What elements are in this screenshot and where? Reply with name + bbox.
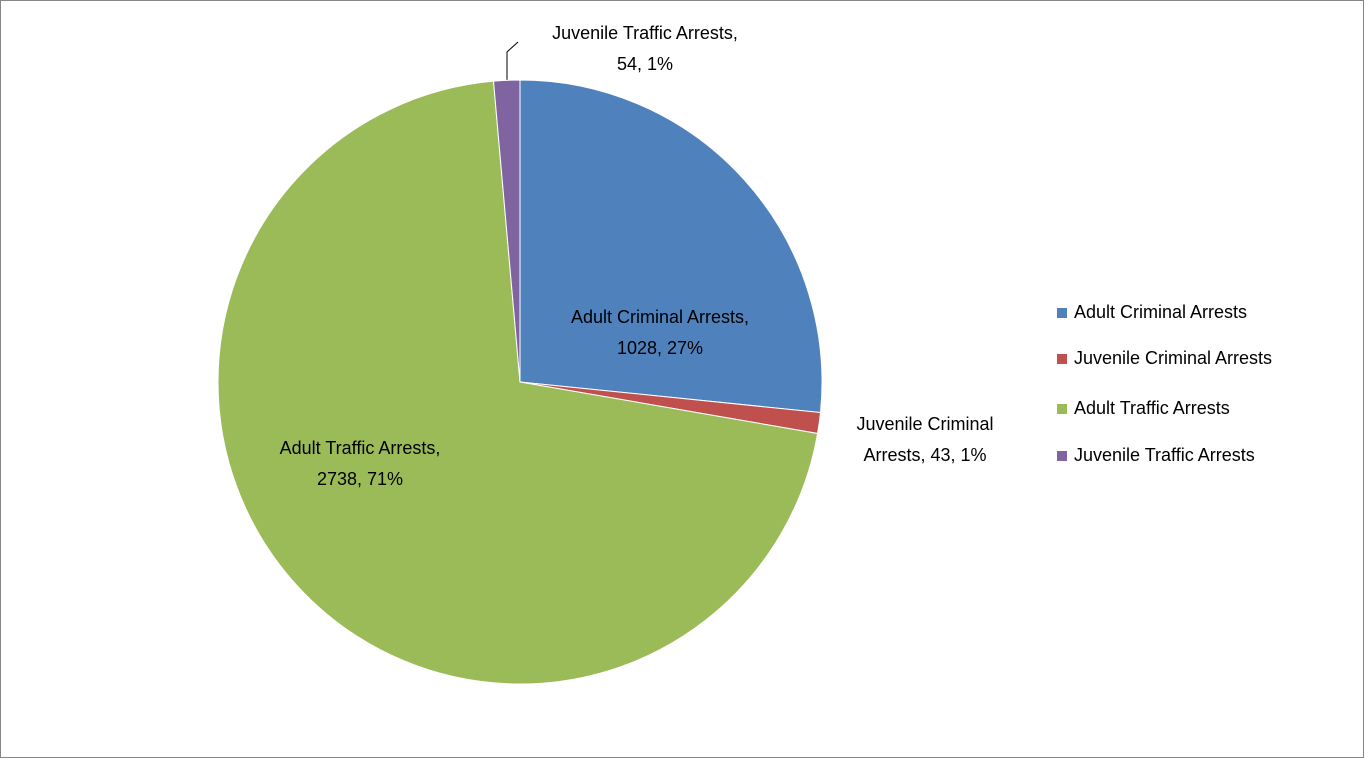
data-label: 2738, 71% <box>317 469 403 489</box>
data-label: 54, 1% <box>617 54 673 74</box>
data-label: Adult Criminal Arrests, <box>571 307 749 327</box>
legend-label: Juvenile Traffic Arrests <box>1074 445 1255 465</box>
data-label: Arrests, 43, 1% <box>863 445 986 465</box>
legend-swatch <box>1057 404 1067 414</box>
data-label: Juvenile Criminal <box>856 414 993 434</box>
legend-label: Juvenile Criminal Arrests <box>1074 348 1272 368</box>
legend-swatch <box>1057 451 1067 461</box>
legend-label: Adult Criminal Arrests <box>1074 302 1247 322</box>
data-label: 1028, 27% <box>617 338 703 358</box>
legend-swatch <box>1057 354 1067 364</box>
leader-line <box>506 41 519 80</box>
data-label: Juvenile Traffic Arrests, <box>552 23 738 43</box>
legend-label: Adult Traffic Arrests <box>1074 398 1230 418</box>
pie-slice <box>519 79 823 414</box>
legend-swatch <box>1057 308 1067 318</box>
data-label: Adult Traffic Arrests, <box>280 438 441 458</box>
pie-slice <box>217 80 819 685</box>
pie-slice <box>492 79 521 383</box>
